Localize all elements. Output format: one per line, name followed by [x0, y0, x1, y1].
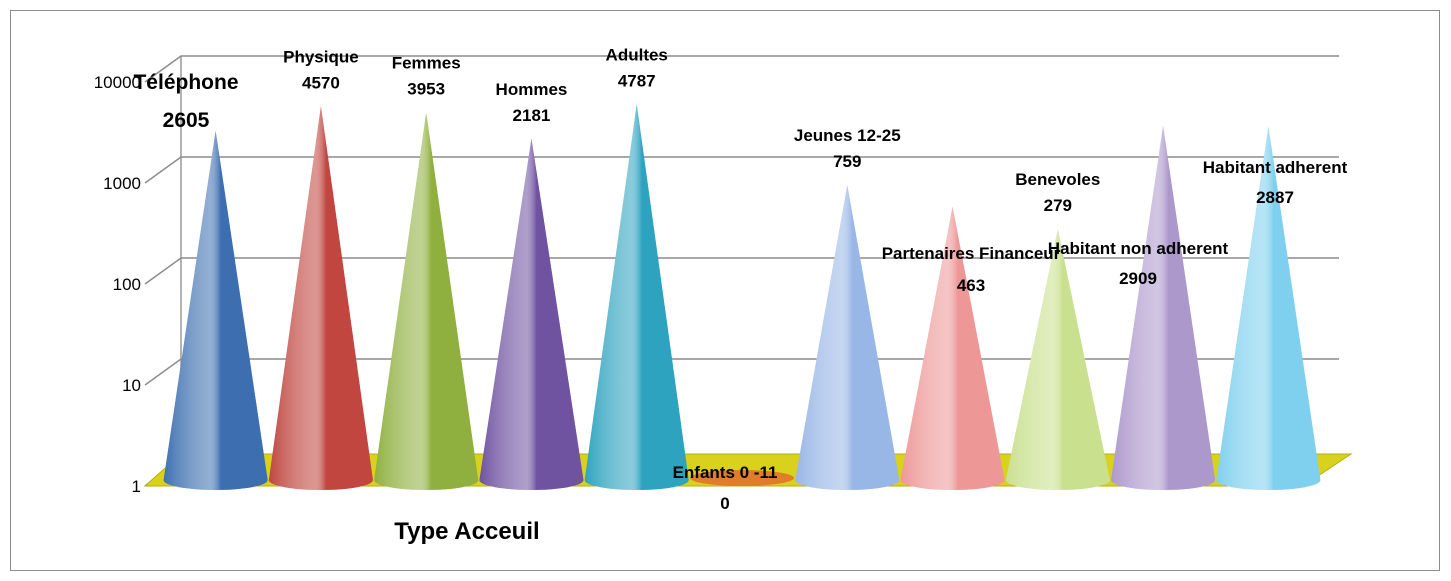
value-label: 0 — [720, 494, 729, 513]
category-label: Téléphone — [133, 71, 238, 94]
cone-shade-0 — [163, 131, 268, 490]
category-label: Adultes — [606, 45, 668, 64]
cone-shade-6 — [795, 185, 900, 490]
value-label: 2181 — [513, 106, 551, 125]
category-label: Jeunes 12-25 — [794, 126, 901, 145]
category-label: Physique — [283, 47, 359, 66]
y-tick-label: 1 — [132, 477, 141, 496]
category-label: Habitant non adherent — [1048, 239, 1229, 258]
value-label: 759 — [833, 152, 861, 171]
y-tick-label: 1000 — [103, 174, 141, 193]
cone-shade-9 — [1111, 126, 1216, 491]
value-label: 279 — [1044, 196, 1072, 215]
value-label: 463 — [957, 276, 985, 295]
category-label: Habitant adherent — [1203, 158, 1348, 177]
category-label: Benevoles — [1015, 170, 1100, 189]
value-label: 4570 — [302, 73, 340, 92]
category-label: Femmes — [392, 54, 461, 73]
category-label: Enfants 0 -11 — [673, 463, 778, 482]
cone-shade-8 — [1005, 228, 1110, 491]
value-label: 3953 — [407, 80, 445, 99]
cone-shade-2 — [374, 112, 479, 490]
value-label: 2887 — [1256, 188, 1294, 207]
cone-shade-4 — [584, 104, 689, 490]
cone-shade-7 — [900, 206, 1005, 491]
y-tick-label: 100 — [113, 275, 141, 294]
gridline — [144, 55, 1339, 83]
cone-chart: 1 10 100 1000 10000 Téléphone 2605 Physique 457… — [94, 45, 1353, 545]
value-label: 4787 — [618, 71, 656, 90]
value-label: 2909 — [1119, 269, 1157, 288]
value-label: 2605 — [163, 109, 210, 132]
category-label: Partenaires Financeur — [882, 244, 1061, 263]
cone-5 — [690, 470, 794, 486]
category-label: Hommes — [496, 80, 568, 99]
chart-frame: 1 10 100 1000 10000 Téléphone 2605 Physique 457… — [10, 10, 1440, 571]
cone-shade-1 — [268, 106, 373, 491]
gridline — [144, 156, 1339, 184]
cone-shade-3 — [479, 138, 584, 490]
x-axis-title: Type Acceuil — [394, 518, 539, 545]
y-tick-label: 10000 — [94, 73, 141, 92]
y-tick-label: 10 — [122, 376, 141, 395]
cone-shade-10 — [1216, 126, 1321, 490]
